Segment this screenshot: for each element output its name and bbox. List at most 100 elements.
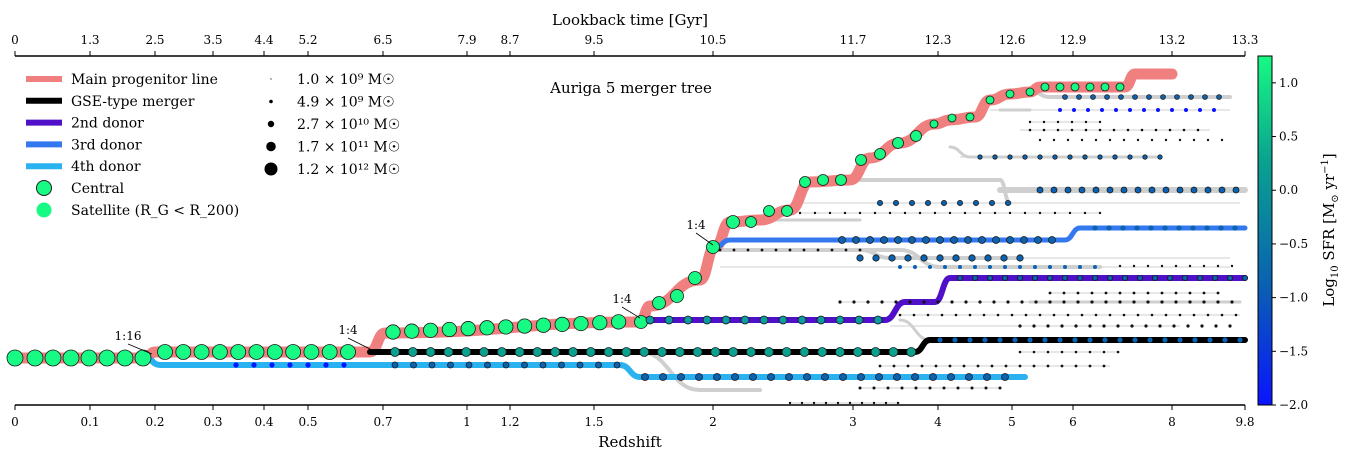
halo-marker xyxy=(502,361,510,369)
halo-marker xyxy=(947,113,957,123)
colorbar-tick-label: 0.0 xyxy=(1279,183,1298,197)
halo-marker xyxy=(1047,274,1054,281)
halo-marker xyxy=(1178,138,1182,142)
legend-label: 2nd donor xyxy=(71,116,144,132)
halo-marker xyxy=(639,347,650,357)
legend-mass-marker xyxy=(269,99,273,104)
halo-marker xyxy=(461,347,472,357)
bottom-tick-label: 0 xyxy=(11,415,19,429)
halo-marker xyxy=(1116,324,1120,328)
halo-marker xyxy=(870,347,881,357)
halo-marker xyxy=(116,349,134,367)
merger-ratio-pointer xyxy=(347,337,371,350)
halo-marker xyxy=(657,347,667,357)
halo-marker xyxy=(906,347,917,357)
halo-marker xyxy=(664,315,674,325)
halo-marker xyxy=(950,300,954,304)
halo-marker xyxy=(1001,373,1009,381)
halo-marker xyxy=(1048,300,1052,304)
halo-marker xyxy=(1216,291,1220,295)
legend-label: 1.0 × 10⁹ M☉ xyxy=(297,72,395,88)
halo-marker xyxy=(904,254,912,262)
top-tick-label: 2.5 xyxy=(145,33,164,47)
colorbar-tick-label: −1.5 xyxy=(1279,344,1308,358)
halo-marker xyxy=(1202,94,1208,100)
halo-marker xyxy=(857,373,865,381)
halo-marker xyxy=(1062,300,1066,304)
halo-marker xyxy=(936,236,944,244)
halo-marker xyxy=(928,386,932,390)
halo-marker xyxy=(1202,291,1206,295)
legend-label: Main progenitor line xyxy=(71,72,218,88)
halo-marker xyxy=(1038,313,1042,317)
halo-marker xyxy=(839,373,847,381)
halo-marker xyxy=(576,361,584,369)
halo-marker xyxy=(866,300,870,304)
halo-marker xyxy=(1160,264,1164,268)
halo-marker xyxy=(1137,274,1144,281)
halo-marker xyxy=(340,344,356,360)
halo-marker xyxy=(1192,337,1198,343)
halo-marker xyxy=(920,254,928,262)
halo-marker xyxy=(838,300,842,304)
halo-marker xyxy=(98,349,116,367)
halo-marker xyxy=(1018,364,1022,368)
halo-marker xyxy=(912,313,916,317)
halo-marker xyxy=(285,344,302,360)
halo-marker xyxy=(1206,138,1210,142)
merger-ratio-pointer xyxy=(695,232,714,246)
halo-marker xyxy=(1216,264,1220,268)
halo-marker xyxy=(1098,128,1102,132)
halo-marker xyxy=(892,364,896,368)
halo-marker xyxy=(1082,154,1088,160)
halo-marker xyxy=(852,236,860,244)
halo-marker xyxy=(321,344,338,360)
halo-marker xyxy=(1190,225,1196,231)
halo-marker xyxy=(1072,337,1078,343)
halo-marker xyxy=(1148,225,1154,231)
halo-marker xyxy=(1122,274,1129,281)
halo-marker xyxy=(1102,324,1106,328)
top-tick-label: 12.9 xyxy=(1060,33,1087,47)
halo-marker xyxy=(1227,274,1234,281)
halo-marker xyxy=(1220,138,1224,142)
legend-label: Satellite (R_G < R_200) xyxy=(71,203,239,219)
halo-marker xyxy=(1242,274,1249,281)
legend-label: 1.2 × 10¹² M☉ xyxy=(297,162,400,178)
halo-marker xyxy=(1083,211,1087,215)
halo-marker xyxy=(970,386,974,390)
halo-marker xyxy=(958,265,962,269)
halo-marker xyxy=(721,315,731,325)
chart-title: Auriga 5 merger tree xyxy=(549,79,712,97)
halo-marker xyxy=(788,248,792,252)
halo-marker xyxy=(1060,364,1064,368)
halo-marker xyxy=(1120,225,1126,231)
halo-marker xyxy=(893,373,901,381)
halo-marker xyxy=(888,254,896,262)
halo-marker xyxy=(1212,274,1219,281)
halo-marker xyxy=(211,344,228,360)
halo-marker xyxy=(1016,254,1024,262)
halo-marker xyxy=(1232,186,1240,194)
halo-marker xyxy=(830,248,834,252)
halo-marker xyxy=(44,349,62,367)
halo-marker xyxy=(1004,364,1008,368)
halo-marker xyxy=(1182,274,1189,281)
halo-marker xyxy=(175,344,192,360)
halo-marker xyxy=(1136,138,1140,142)
halo-marker xyxy=(603,347,614,357)
halo-marker xyxy=(1100,108,1104,112)
halo-marker xyxy=(797,315,807,325)
halo-marker xyxy=(1038,138,1042,142)
halo-marker xyxy=(269,362,275,368)
halo-marker xyxy=(1204,186,1212,194)
halo-marker xyxy=(1168,128,1172,132)
halo-marker xyxy=(749,373,757,381)
halo-marker xyxy=(1060,324,1064,328)
halo-marker xyxy=(1172,324,1176,328)
halo-marker xyxy=(1222,337,1228,343)
halo-marker xyxy=(982,313,986,317)
halo-marker xyxy=(303,344,320,360)
halo-marker xyxy=(585,347,596,357)
halo-marker xyxy=(1216,300,1220,304)
